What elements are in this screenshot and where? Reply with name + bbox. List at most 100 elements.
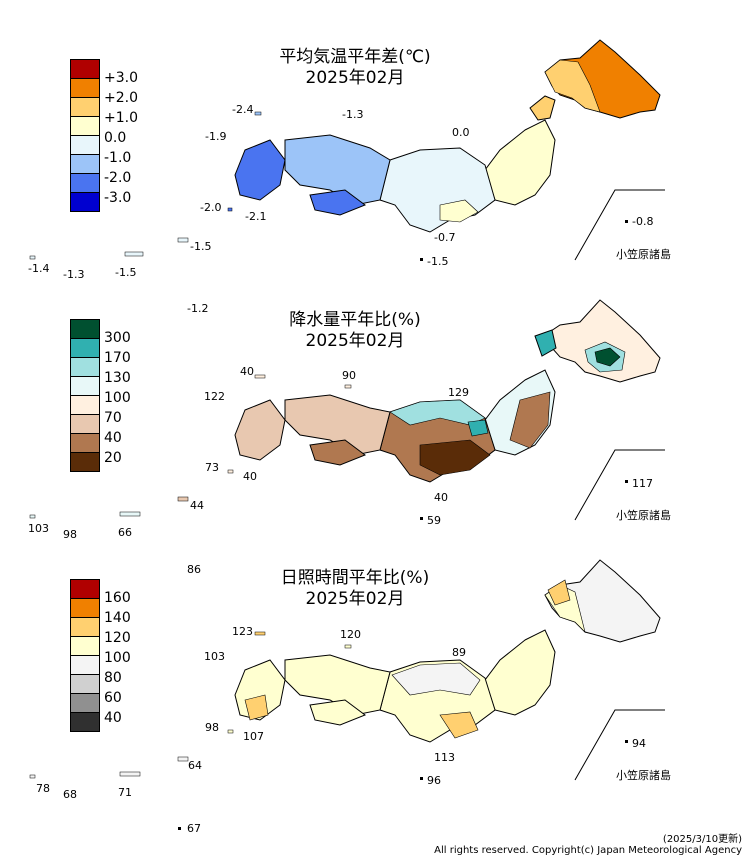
sunshine-value: 94	[632, 737, 646, 750]
hokkaido-region	[544, 559, 661, 643]
precipitation-value: 59	[427, 514, 441, 527]
precipitation-value: 44	[190, 499, 204, 512]
precipitation-title-text: 降水量平年比(%)	[289, 310, 421, 330]
sunshine-value: 98	[205, 721, 219, 734]
temperature-value: -1.9	[205, 130, 227, 143]
sunshine-value: 103	[204, 650, 225, 663]
precipitation-value: 40	[434, 491, 448, 504]
sunshine-value: 89	[452, 646, 466, 659]
temperature-value: -2.0	[200, 201, 222, 214]
sunshine-value: 123	[232, 625, 253, 638]
legend-swatch	[70, 674, 100, 694]
temperature-value: 0.0	[452, 126, 470, 139]
island-marker	[625, 220, 628, 223]
shikoku-region	[309, 189, 367, 216]
sunshine-value: 113	[434, 751, 455, 764]
temperature-date: 2025年02月	[305, 68, 405, 88]
legend-label: 0.0	[104, 130, 127, 146]
tohoku-region	[484, 119, 556, 206]
island-marker	[177, 756, 189, 762]
island-marker	[227, 729, 234, 734]
island-marker	[625, 740, 628, 743]
legend-label: 120	[104, 630, 131, 646]
island-marker	[344, 644, 352, 649]
legend-swatch	[70, 192, 100, 212]
island-marker	[420, 777, 423, 780]
kyushu-south	[244, 694, 269, 721]
chugoku-region	[284, 134, 391, 206]
legend-label: 100	[104, 650, 131, 666]
footer: (2025/3/10更新) All rights reserved. Copyr…	[434, 830, 742, 856]
legend-swatch	[70, 636, 100, 656]
temperature-value: -0.7	[434, 231, 456, 244]
update-date: (2025/3/10更新)	[662, 834, 742, 845]
central-region	[379, 659, 496, 743]
legend-label: -3.0	[104, 190, 132, 206]
precipitation-value: 40	[240, 365, 254, 378]
temperature-value: -1.2	[187, 302, 209, 315]
precipitation-value: 122	[204, 390, 225, 403]
legend-label: 20	[104, 450, 122, 466]
legend-swatch	[70, 655, 100, 675]
precipitation-value: 40	[243, 470, 257, 483]
temperature-map	[29, 39, 665, 261]
japan-sea-coast	[391, 662, 481, 696]
island-marker	[420, 258, 423, 261]
sunshine-value: 107	[243, 730, 264, 743]
sunshine-title: 日照時間平年比(%) 2025年02月	[260, 568, 450, 610]
legend-label: 60	[104, 690, 122, 706]
island-marker	[254, 111, 262, 116]
precipitation-value: 129	[448, 386, 469, 399]
island-marker	[178, 827, 181, 830]
legend-label: 40	[104, 710, 122, 726]
temperature-value: -1.3	[342, 108, 364, 121]
kanto-area	[439, 199, 479, 223]
precipitation-value: 98	[63, 528, 77, 541]
legend-swatch	[70, 617, 100, 637]
legend-swatch	[70, 579, 100, 599]
pacific-side-sunny	[439, 711, 479, 739]
temperature-value: -0.8	[632, 215, 654, 228]
legend-label: +1.0	[104, 110, 138, 126]
legend-label: 300	[104, 330, 131, 346]
island-marker	[254, 631, 266, 636]
ogasawara-inset-frame	[574, 189, 665, 261]
sunshine-date: 2025年02月	[305, 589, 405, 609]
island-marker	[29, 774, 36, 779]
precipitation-value: 66	[118, 526, 132, 539]
precipitation-value: 103	[28, 522, 49, 535]
hokkaido-southwest	[544, 59, 601, 113]
legend-label: 70	[104, 410, 122, 426]
precipitation-value: 73	[205, 461, 219, 474]
hokkaido-west-tip	[547, 579, 571, 606]
legend-label: 140	[104, 610, 131, 626]
sunshine-title-text: 日照時間平年比(%)	[280, 568, 430, 588]
temperature-value: -1.5	[115, 266, 137, 279]
sunshine-value: 78	[36, 782, 50, 795]
temperature-title-text: 平均気温平年差(℃)	[279, 47, 431, 67]
legend-label: +2.0	[104, 90, 138, 106]
temperature-value: -1.4	[28, 262, 50, 275]
precipitation-value: 86	[187, 563, 201, 576]
tohoku-region	[484, 629, 556, 716]
legend-label: 80	[104, 670, 122, 686]
legend-label: -1.0	[104, 150, 132, 166]
island-marker	[119, 771, 141, 777]
temperature-title: 平均気温平年差(℃) 2025年02月	[260, 47, 450, 89]
temperature-value: -1.3	[63, 268, 85, 281]
legend-label: 170	[104, 350, 131, 366]
shikoku-region	[309, 699, 367, 726]
temperature-value: -1.5	[190, 240, 212, 253]
temperature-legend: +3.0 +2.0 +1.0 0.0 -1.0 -2.0 -3.0	[70, 59, 138, 212]
legend-label: 100	[104, 390, 131, 406]
legend-label: 160	[104, 590, 131, 606]
legend-swatch	[70, 693, 100, 713]
island-marker	[227, 207, 233, 212]
legend-swatch	[70, 598, 100, 618]
legend-label: 130	[104, 370, 131, 386]
ogasawara-label: 小笠原諸島	[616, 769, 671, 782]
precipitation-value: 117	[632, 477, 653, 490]
precipitation-date: 2025年02月	[305, 331, 405, 351]
